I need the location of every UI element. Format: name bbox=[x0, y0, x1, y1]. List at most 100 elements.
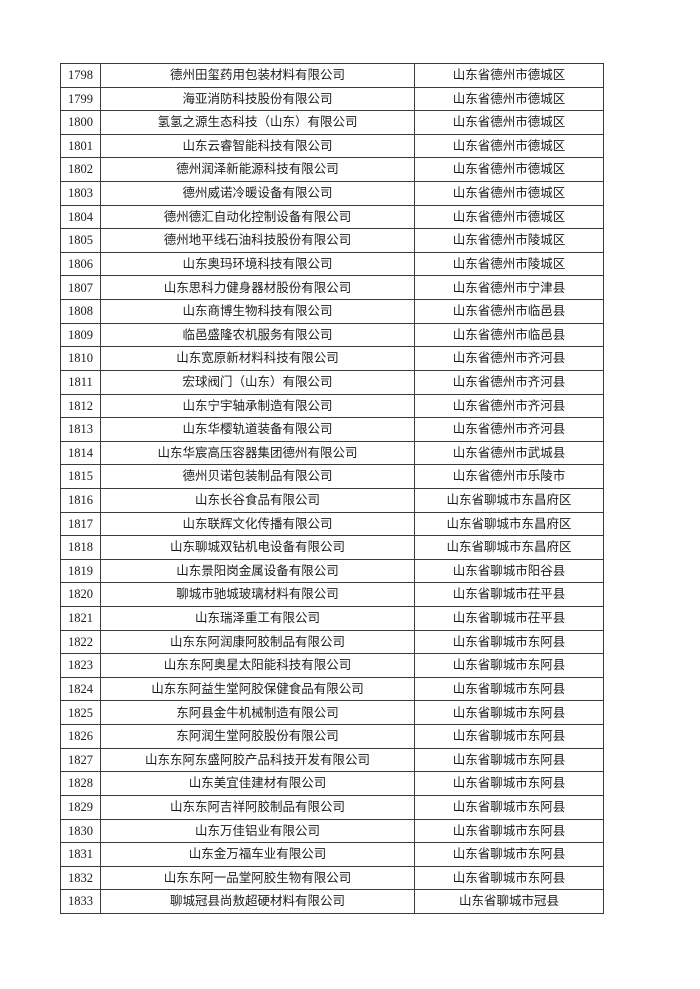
company-name-cell: 山东金万福车业有限公司 bbox=[100, 842, 415, 867]
row-number-cell: 1831 bbox=[60, 842, 101, 867]
row-number-cell: 1825 bbox=[60, 700, 101, 726]
row-number-cell: 1808 bbox=[60, 299, 101, 324]
company-name-cell: 山东东阿奥星太阳能科技有限公司 bbox=[100, 653, 415, 678]
company-name-cell: 山东奥玛环境科技有限公司 bbox=[100, 251, 415, 277]
table-row: 1818 山东聊城双钻机电设备有限公司 山东省聊城市东昌府区 bbox=[60, 535, 604, 560]
location-cell: 山东省德州市陵城区 bbox=[414, 251, 604, 277]
location-cell: 山东省德州市陵城区 bbox=[414, 228, 604, 253]
company-name-cell: 山东长谷食品有限公司 bbox=[100, 487, 415, 513]
company-name-cell: 宏球阀门（山东）有限公司 bbox=[100, 369, 415, 395]
company-name-cell: 山东宁宇轴承制造有限公司 bbox=[100, 393, 415, 419]
table-row: 1802 德州润泽新能源科技有限公司 山东省德州市德城区 bbox=[60, 157, 604, 183]
company-name-cell: 德州田玺药用包装材料有限公司 bbox=[100, 63, 415, 88]
row-number-cell: 1799 bbox=[60, 86, 101, 112]
table-row: 1832 山东东阿一品堂阿胶生物有限公司 山东省聊城市东阿县 bbox=[60, 865, 604, 891]
row-number-cell: 1815 bbox=[60, 464, 101, 489]
table-row: 1799 海亚消防科技股份有限公司 山东省德州市德城区 bbox=[60, 86, 604, 112]
location-cell: 山东省聊城市东阿县 bbox=[414, 700, 604, 726]
table-row: 1824 山东东阿益生堂阿胶保健食品有限公司 山东省聊城市东阿县 bbox=[60, 676, 604, 702]
row-number-cell: 1804 bbox=[60, 204, 101, 230]
company-name-cell: 山东东阿润康阿胶制品有限公司 bbox=[100, 629, 415, 655]
company-name-cell: 山东东阿吉祥阿胶制品有限公司 bbox=[100, 794, 415, 820]
location-cell: 山东省德州市德城区 bbox=[414, 110, 604, 135]
table-row: 1828 山东美宜佳建材有限公司 山东省聊城市东阿县 bbox=[60, 771, 604, 796]
location-cell: 山东省德州市齐河县 bbox=[414, 369, 604, 395]
table-row: 1810 山东宽原新材料科技有限公司 山东省德州市齐河县 bbox=[60, 346, 604, 371]
row-number-cell: 1812 bbox=[60, 393, 101, 419]
table-row: 1816 山东长谷食品有限公司 山东省聊城市东昌府区 bbox=[60, 487, 604, 513]
row-number-cell: 1809 bbox=[60, 322, 101, 348]
company-name-cell: 聊城冠县尚敖超硬材料有限公司 bbox=[100, 889, 415, 914]
location-cell: 山东省聊城市阳谷县 bbox=[414, 558, 604, 584]
company-name-cell: 山东东阿东盛阿胶产品科技开发有限公司 bbox=[100, 747, 415, 773]
table-row: 1815 德州贝诺包装制品有限公司 山东省德州市乐陵市 bbox=[60, 464, 604, 489]
row-number-cell: 1810 bbox=[60, 346, 101, 371]
company-name-cell: 山东瑞泽重工有限公司 bbox=[100, 606, 415, 631]
company-name-cell: 山东万佳铝业有限公司 bbox=[100, 818, 415, 844]
table-row: 1833 聊城冠县尚敖超硬材料有限公司 山东省聊城市冠县 bbox=[60, 889, 604, 914]
location-cell: 山东省聊城市东阿县 bbox=[414, 842, 604, 867]
table-row: 1808 山东商博生物科技有限公司 山东省德州市临邑县 bbox=[60, 299, 604, 324]
location-cell: 山东省德州市宁津县 bbox=[414, 275, 604, 301]
table-row: 1826 东阿润生堂阿胶股份有限公司 山东省聊城市东阿县 bbox=[60, 724, 604, 749]
row-number-cell: 1823 bbox=[60, 653, 101, 678]
row-number-cell: 1822 bbox=[60, 629, 101, 655]
company-name-cell: 山东东阿益生堂阿胶保健食品有限公司 bbox=[100, 676, 415, 702]
company-name-cell: 临邑盛隆农机服务有限公司 bbox=[100, 322, 415, 348]
company-name-cell: 聊城市驰城玻璃材料有限公司 bbox=[100, 582, 415, 608]
row-number-cell: 1816 bbox=[60, 487, 101, 513]
location-cell: 山东省德州市德城区 bbox=[414, 157, 604, 183]
table-row: 1829 山东东阿吉祥阿胶制品有限公司 山东省聊城市东阿县 bbox=[60, 794, 604, 820]
company-name-cell: 山东华樱轨道装备有限公司 bbox=[100, 417, 415, 442]
location-cell: 山东省聊城市东昌府区 bbox=[414, 511, 604, 537]
table-row: 1813 山东华樱轨道装备有限公司 山东省德州市齐河县 bbox=[60, 417, 604, 442]
table-row: 1800 氢氢之源生态科技（山东）有限公司 山东省德州市德城区 bbox=[60, 110, 604, 135]
row-number-cell: 1818 bbox=[60, 535, 101, 560]
company-table-body: 1798 德州田玺药用包装材料有限公司 山东省德州市德城区 1799 海亚消防科技股份有… bbox=[60, 63, 604, 914]
company-name-cell: 海亚消防科技股份有限公司 bbox=[100, 86, 415, 112]
row-number-cell: 1813 bbox=[60, 417, 101, 442]
location-cell: 山东省聊城市东阿县 bbox=[414, 653, 604, 678]
location-cell: 山东省聊城市东阿县 bbox=[414, 865, 604, 891]
location-cell: 山东省德州市德城区 bbox=[414, 181, 604, 206]
row-number-cell: 1821 bbox=[60, 606, 101, 631]
table-row: 1821 山东瑞泽重工有限公司 山东省聊城市茌平县 bbox=[60, 606, 604, 631]
row-number-cell: 1824 bbox=[60, 676, 101, 702]
location-cell: 山东省聊城市东阿县 bbox=[414, 794, 604, 820]
row-number-cell: 1820 bbox=[60, 582, 101, 608]
company-name-cell: 东阿润生堂阿胶股份有限公司 bbox=[100, 724, 415, 749]
location-cell: 山东省聊城市东阿县 bbox=[414, 724, 604, 749]
table-row: 1812 山东宁宇轴承制造有限公司 山东省德州市齐河县 bbox=[60, 393, 604, 419]
table-row: 1830 山东万佳铝业有限公司 山东省聊城市东阿县 bbox=[60, 818, 604, 844]
table-row: 1798 德州田玺药用包装材料有限公司 山东省德州市德城区 bbox=[60, 63, 604, 88]
location-cell: 山东省聊城市东阿县 bbox=[414, 771, 604, 796]
table-row: 1817 山东联辉文化传播有限公司 山东省聊城市东昌府区 bbox=[60, 511, 604, 537]
row-number-cell: 1802 bbox=[60, 157, 101, 183]
table-row: 1827 山东东阿东盛阿胶产品科技开发有限公司 山东省聊城市东阿县 bbox=[60, 747, 604, 773]
company-name-cell: 山东云睿智能科技有限公司 bbox=[100, 133, 415, 159]
location-cell: 山东省德州市武城县 bbox=[414, 440, 604, 466]
location-cell: 山东省德州市德城区 bbox=[414, 133, 604, 159]
table-row: 1804 德州德汇自动化控制设备有限公司 山东省德州市德城区 bbox=[60, 204, 604, 230]
table-row: 1801 山东云睿智能科技有限公司 山东省德州市德城区 bbox=[60, 133, 604, 159]
company-name-cell: 德州贝诺包装制品有限公司 bbox=[100, 464, 415, 489]
row-number-cell: 1833 bbox=[60, 889, 101, 914]
company-name-cell: 德州地平线石油科技股份有限公司 bbox=[100, 228, 415, 253]
company-name-cell: 山东联辉文化传播有限公司 bbox=[100, 511, 415, 537]
table-row: 1831 山东金万福车业有限公司 山东省聊城市东阿县 bbox=[60, 842, 604, 867]
table-row: 1811 宏球阀门（山东）有限公司 山东省德州市齐河县 bbox=[60, 369, 604, 395]
row-number-cell: 1811 bbox=[60, 369, 101, 395]
location-cell: 山东省德州市齐河县 bbox=[414, 417, 604, 442]
company-name-cell: 德州威诺冷暖设备有限公司 bbox=[100, 181, 415, 206]
row-number-cell: 1800 bbox=[60, 110, 101, 135]
row-number-cell: 1828 bbox=[60, 771, 101, 796]
row-number-cell: 1803 bbox=[60, 181, 101, 206]
location-cell: 山东省聊城市东阿县 bbox=[414, 629, 604, 655]
location-cell: 山东省聊城市冠县 bbox=[414, 889, 604, 914]
row-number-cell: 1832 bbox=[60, 865, 101, 891]
row-number-cell: 1817 bbox=[60, 511, 101, 537]
location-cell: 山东省德州市德城区 bbox=[414, 86, 604, 112]
company-name-cell: 山东美宜佳建材有限公司 bbox=[100, 771, 415, 796]
row-number-cell: 1798 bbox=[60, 63, 101, 88]
